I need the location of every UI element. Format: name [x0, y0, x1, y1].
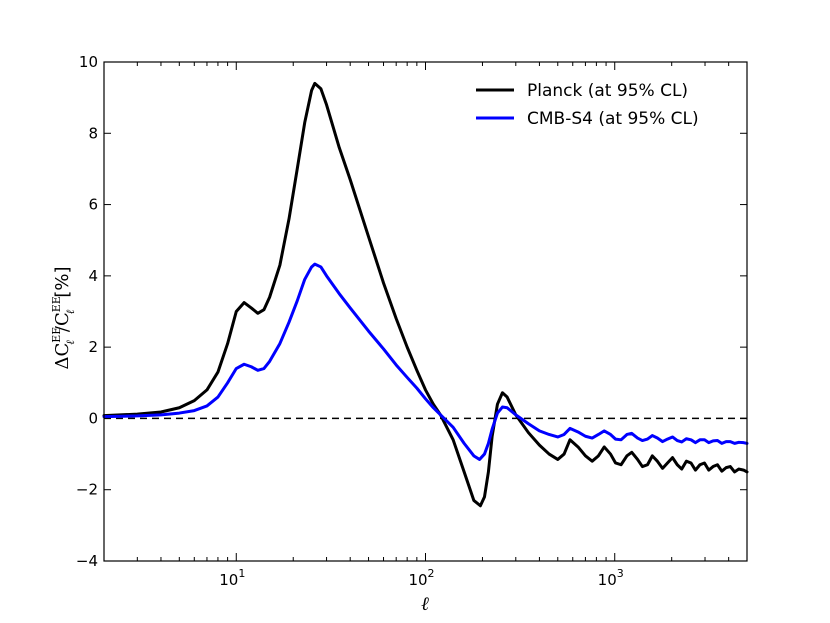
- y-axis-label-slash: /C: [52, 312, 73, 332]
- y-axis-label-suffix: [%]: [52, 266, 73, 297]
- legend-label-1: Planck (at 95% CL): [527, 81, 688, 101]
- y-axis-label-sup2: EE: [50, 296, 63, 312]
- axes: −4 −2 0 2 4 6 8 10 101 102 103: [76, 53, 748, 589]
- y-tick-label: 2: [88, 338, 98, 356]
- x-tick-label: 103: [598, 567, 624, 589]
- series-line-1: [102, 81, 749, 508]
- x-tick-label: 102: [408, 567, 434, 589]
- plot-area: [102, 81, 749, 508]
- y-axis-label-sup: EE: [50, 327, 63, 343]
- y-tick-label: −2: [76, 481, 98, 499]
- y-axis-label-sub2: ℓ: [64, 309, 77, 314]
- y-axis-label-sub: ℓ: [64, 340, 77, 345]
- y-tick-label: 4: [88, 267, 98, 285]
- y-tick-label: 6: [88, 196, 98, 214]
- y-tick-label: −4: [76, 552, 98, 570]
- series-line-2: [102, 262, 749, 461]
- legend-label-2: CMB-S4 (at 95% CL): [527, 109, 699, 129]
- x-tick-label: 101: [219, 567, 245, 589]
- svg-text:ΔCEEℓ/CEEℓ[%]: ΔCEEℓ/CEEℓ[%]: [50, 266, 77, 369]
- legend: Planck (at 95% CL) CMB-S4 (at 95% CL): [476, 81, 699, 129]
- y-tick-label: 10: [79, 53, 98, 71]
- y-axis-label: ΔCEEℓ/CEEℓ[%]: [50, 266, 77, 369]
- x-axis-label: ℓ: [421, 593, 429, 615]
- y-axis-label-prefix: ΔC: [52, 343, 73, 370]
- y-tick-label: 0: [88, 409, 98, 427]
- y-tick-label: 8: [88, 124, 98, 142]
